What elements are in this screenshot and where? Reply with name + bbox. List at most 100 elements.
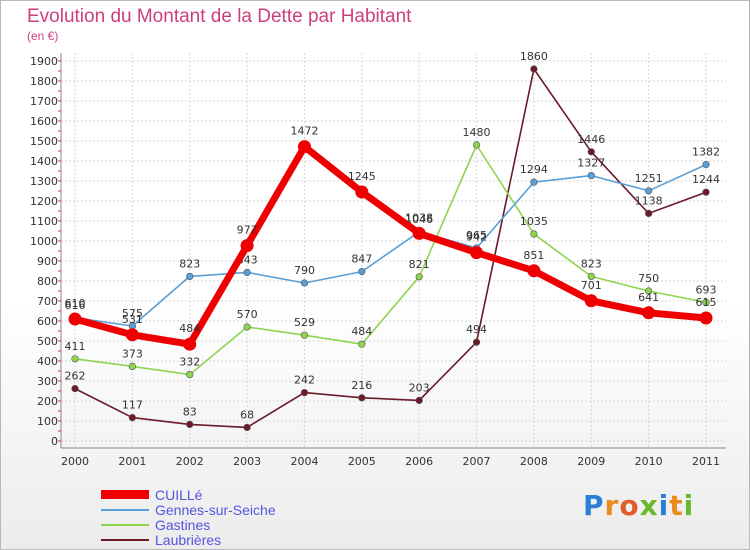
y-tick-label: 0 [51, 435, 58, 448]
x-tick-label: 2000 [61, 455, 89, 468]
data-label: 203 [409, 381, 430, 394]
x-tick-label: 2006 [405, 455, 433, 468]
data-label: 1860 [520, 50, 548, 63]
data-label: 693 [696, 283, 717, 296]
y-tick-label: 1200 [30, 195, 58, 208]
legend-item: Laubrières [101, 532, 276, 547]
data-point [527, 264, 541, 278]
data-label: 823 [179, 257, 200, 270]
data-point [300, 389, 309, 397]
chart-subtitle: (en €) [27, 29, 59, 43]
x-tick-label: 2003 [233, 455, 261, 468]
logo-letter: t [669, 489, 684, 522]
data-point [71, 385, 79, 393]
legend-swatch [101, 490, 149, 499]
legend-item: CUILLé [101, 487, 276, 502]
data-label: 610 [65, 297, 86, 310]
legend-label: Laubrières [155, 531, 222, 548]
y-tick-label: 400 [37, 355, 58, 368]
y-tick-label: 1600 [30, 115, 58, 128]
data-label: 1035 [520, 215, 548, 228]
legend-item: Gennes-sur-Seiche [101, 502, 276, 517]
data-label: 1472 [290, 125, 318, 138]
data-label: 847 [351, 253, 372, 266]
data-label: 1327 [577, 157, 605, 170]
data-label: 531 [122, 313, 143, 326]
data-point [355, 185, 369, 199]
data-point [128, 414, 136, 422]
y-tick-label: 200 [37, 395, 58, 408]
data-label: 1382 [692, 146, 720, 159]
data-label: 262 [65, 370, 86, 383]
data-point [645, 209, 653, 217]
series-line [74, 143, 707, 348]
data-point [530, 230, 538, 238]
data-label: 965 [466, 229, 487, 242]
x-tick-label: 2002 [176, 455, 204, 468]
chart-legend: CUILLé Gennes-sur-Seiche Gastines Laubrière… [101, 487, 276, 547]
data-label: 790 [294, 264, 315, 277]
data-point [702, 298, 710, 307]
logo-letter: o [619, 489, 640, 522]
data-label: 117 [122, 399, 143, 412]
data-point [186, 272, 194, 281]
data-point [297, 140, 311, 154]
data-point [472, 141, 481, 149]
y-tick-label: 1500 [30, 135, 58, 148]
data-point [300, 331, 309, 339]
data-label: 851 [523, 249, 544, 262]
data-point [243, 323, 251, 331]
data-point [472, 338, 481, 346]
data-point [584, 294, 598, 308]
data-point [68, 312, 82, 326]
data-label: 1138 [635, 194, 663, 207]
data-label: 411 [65, 340, 86, 353]
data-point [530, 178, 538, 186]
x-tick-label: 2005 [348, 455, 376, 468]
data-label: 529 [294, 316, 315, 329]
legend-label: CUILLé [155, 486, 203, 503]
legend-item: Gastines [101, 517, 276, 532]
y-tick-label: 1400 [30, 155, 58, 168]
data-label: 216 [351, 379, 372, 392]
logo-letter: P [583, 489, 605, 522]
data-point [530, 65, 538, 73]
data-point [240, 239, 254, 253]
data-label: 373 [122, 347, 143, 360]
series-line [74, 144, 707, 376]
logo-letter: i [658, 489, 670, 522]
data-label: 1038 [405, 211, 433, 224]
data-label: 977 [237, 224, 258, 237]
data-label: 570 [237, 308, 258, 321]
x-tick-label: 2010 [635, 455, 663, 468]
data-point [243, 423, 251, 432]
legend-label: Gastines [155, 516, 211, 533]
proxiti-logo: Proxiti [583, 489, 694, 522]
data-point [183, 337, 197, 351]
data-point [186, 420, 194, 429]
data-label: 1446 [577, 133, 605, 146]
data-point [300, 279, 309, 287]
data-point [125, 328, 139, 342]
data-label: 1294 [520, 163, 548, 176]
data-point [358, 268, 366, 276]
data-label: 494 [466, 323, 487, 336]
data-label: 942 [466, 231, 487, 244]
y-tick-label: 1300 [30, 175, 58, 188]
data-label: 1046 [405, 213, 433, 226]
data-point [702, 188, 710, 196]
data-point [470, 246, 484, 260]
logo-letter: x [639, 489, 659, 522]
y-tick-label: 900 [37, 255, 58, 268]
data-label: 701 [581, 279, 602, 292]
data-label: 83 [183, 405, 197, 418]
data-label: 68 [240, 408, 254, 421]
data-point [415, 273, 423, 281]
x-tick-label: 2008 [520, 455, 548, 468]
data-point [699, 311, 713, 325]
y-tick-label: 300 [37, 375, 58, 388]
x-tick-label: 2007 [463, 455, 491, 468]
data-point [128, 362, 136, 371]
data-point [702, 161, 710, 169]
